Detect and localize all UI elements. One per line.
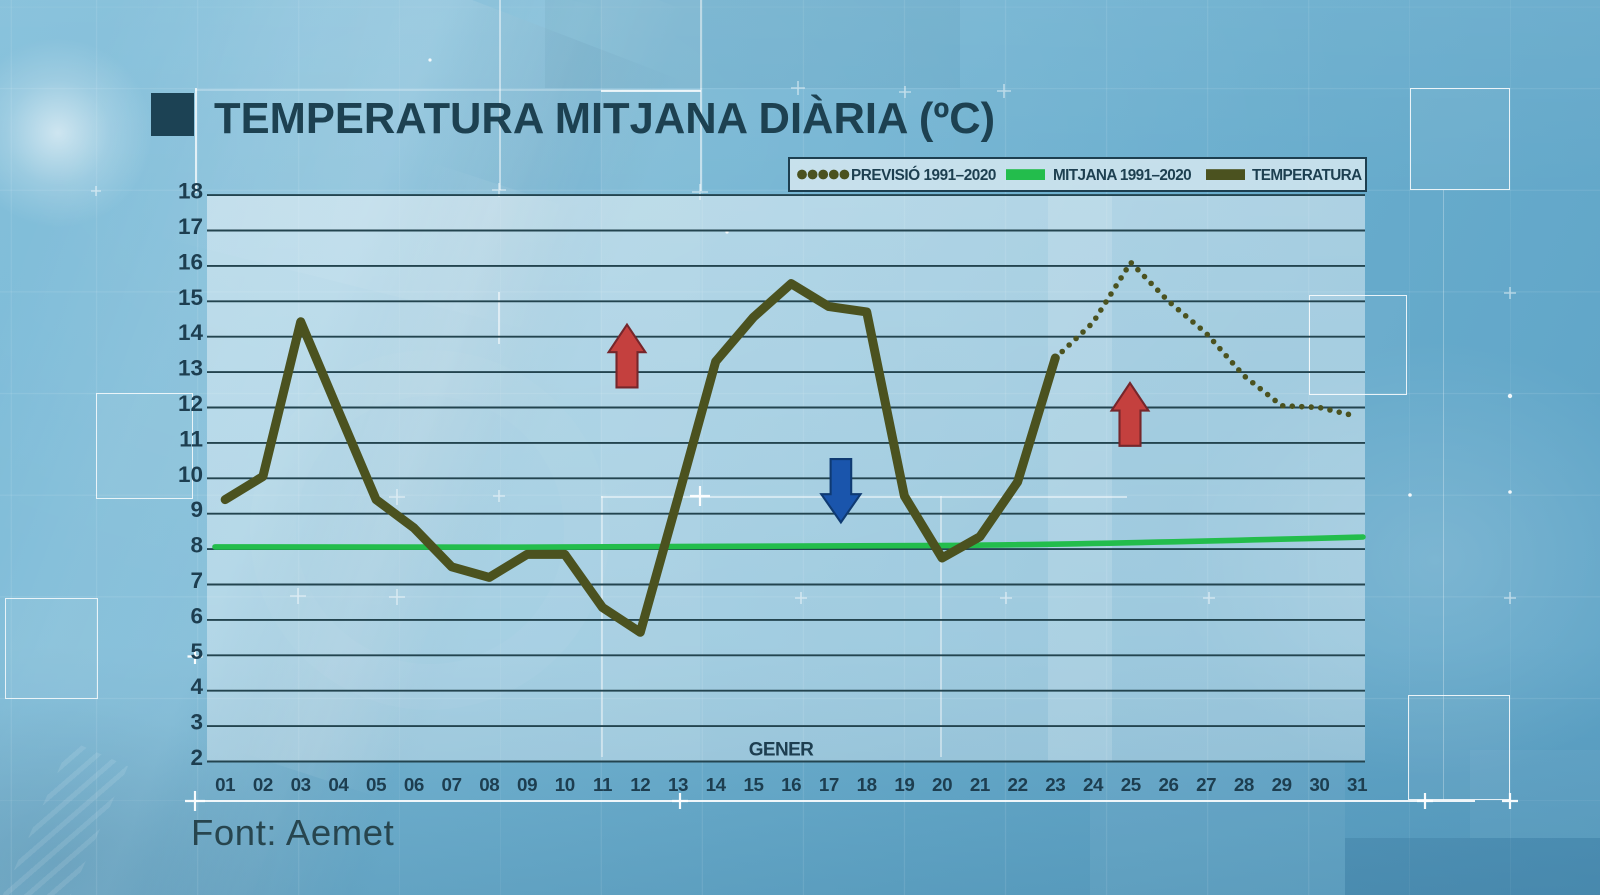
svg-text:17: 17 [819, 774, 839, 795]
svg-text:7: 7 [190, 568, 203, 593]
svg-text:08: 08 [479, 774, 499, 795]
svg-text:PREVISIÓ 1991–2020: PREVISIÓ 1991–2020 [851, 166, 996, 184]
svg-text:14: 14 [178, 320, 204, 345]
svg-text:23: 23 [1045, 774, 1065, 795]
svg-text:11: 11 [593, 774, 612, 795]
svg-text:10: 10 [178, 462, 203, 487]
svg-text:12: 12 [630, 774, 650, 795]
svg-text:07: 07 [442, 774, 462, 795]
svg-text:03: 03 [291, 774, 311, 795]
svg-text:13: 13 [178, 356, 203, 381]
svg-text:31: 31 [1347, 774, 1367, 795]
svg-text:2: 2 [190, 745, 203, 770]
svg-text:27: 27 [1196, 774, 1216, 795]
svg-text:MITJANA 1991–2020: MITJANA 1991–2020 [1053, 167, 1191, 184]
svg-text:06: 06 [404, 774, 424, 795]
svg-text:19: 19 [894, 774, 914, 795]
svg-text:15: 15 [743, 774, 763, 795]
svg-text:30: 30 [1309, 774, 1329, 795]
svg-text:16: 16 [781, 774, 801, 795]
svg-text:01: 01 [215, 774, 235, 795]
svg-text:TEMPERATURA: TEMPERATURA [1252, 167, 1362, 184]
svg-text:21: 21 [970, 774, 990, 795]
svg-text:GENER: GENER [749, 740, 814, 761]
svg-text:16: 16 [178, 249, 203, 274]
svg-text:11: 11 [179, 426, 203, 451]
svg-text:28: 28 [1234, 774, 1254, 795]
svg-text:3: 3 [190, 710, 203, 735]
svg-text:17: 17 [178, 214, 203, 239]
svg-text:04: 04 [328, 774, 349, 795]
svg-text:18: 18 [857, 774, 877, 795]
svg-text:22: 22 [1008, 774, 1028, 795]
svg-text:8: 8 [190, 533, 203, 558]
svg-text:12: 12 [178, 391, 203, 416]
svg-text:24: 24 [1083, 774, 1104, 795]
svg-text:14: 14 [706, 774, 727, 795]
svg-text:25: 25 [1121, 774, 1141, 795]
svg-text:26: 26 [1158, 774, 1178, 795]
svg-text:4: 4 [190, 674, 203, 699]
svg-text:09: 09 [517, 774, 537, 795]
svg-text:20: 20 [932, 774, 952, 795]
svg-text:5: 5 [190, 639, 203, 664]
svg-text:15: 15 [178, 285, 203, 310]
svg-text:29: 29 [1272, 774, 1292, 795]
svg-text:10: 10 [555, 774, 575, 795]
svg-text:05: 05 [366, 774, 386, 795]
svg-text:6: 6 [190, 603, 203, 628]
svg-text:18: 18 [178, 179, 203, 204]
svg-text:13: 13 [668, 774, 688, 795]
svg-text:02: 02 [253, 774, 273, 795]
svg-text:9: 9 [190, 497, 203, 522]
